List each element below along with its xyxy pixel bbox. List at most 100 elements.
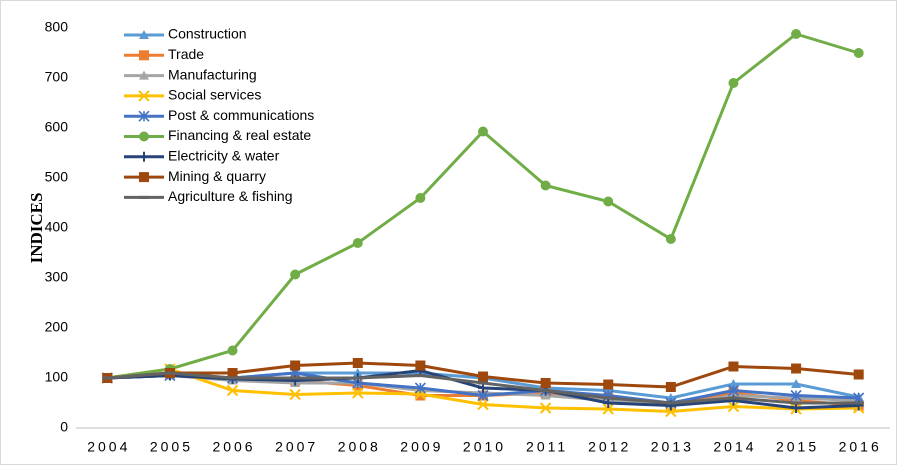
marker-shape (791, 379, 802, 388)
legend-label: Trade (168, 46, 204, 62)
y-tick-label: 0 (60, 419, 68, 435)
marker (478, 371, 488, 382)
marker (414, 382, 426, 394)
marker-shape (603, 196, 614, 207)
legend-label: Mining & quarry (168, 168, 266, 184)
marker-shape (727, 384, 740, 397)
marker (603, 379, 614, 390)
marker (791, 363, 802, 374)
marker-shape (227, 345, 238, 356)
marker-shape (415, 360, 426, 371)
marker-shape (603, 379, 614, 390)
marker-shape (853, 48, 864, 58)
marker-shape (139, 70, 149, 80)
marker-shape (728, 361, 739, 372)
marker-shape (728, 78, 739, 88)
legend-entry: Manufacturing (124, 66, 257, 82)
marker (139, 172, 149, 183)
marker-shape (665, 234, 676, 244)
marker (290, 360, 301, 371)
marker-shape (352, 387, 364, 399)
marker (478, 383, 488, 393)
marker (539, 402, 552, 414)
x-tick-label: 2009 (400, 439, 443, 455)
marker (853, 369, 864, 380)
marker (139, 50, 149, 61)
marker (665, 405, 677, 418)
x-tick-label: 2011 (526, 439, 568, 455)
x-tick-label: 2007 (275, 439, 318, 455)
legend-label: Agriculture & fishing (168, 188, 293, 204)
y-tick-label: 300 (45, 269, 69, 285)
marker-shape (352, 368, 363, 377)
marker (139, 70, 149, 80)
legend-label: Post & communications (168, 107, 314, 123)
marker-shape (139, 131, 149, 142)
marker-shape (138, 90, 150, 102)
marker-shape (603, 398, 614, 408)
marker-shape (727, 400, 740, 413)
marker (540, 180, 551, 191)
marker-shape (290, 269, 301, 280)
x-tick-label: 2006 (212, 439, 255, 455)
marker (415, 193, 426, 203)
marker-shape (352, 358, 363, 368)
marker-shape (289, 388, 301, 401)
marker-shape (226, 384, 239, 397)
y-tick-label: 100 (45, 369, 69, 385)
x-tick-label: 2016 (839, 439, 882, 455)
marker (477, 398, 489, 411)
marker (478, 126, 488, 137)
x-tick-label: 2010 (463, 439, 506, 455)
marker-shape (540, 378, 551, 388)
marker (227, 368, 238, 378)
marker (665, 382, 676, 392)
legend-entry: Construction (124, 26, 247, 42)
marker-shape (138, 110, 150, 122)
legend-label: Social services (168, 87, 261, 103)
marker (728, 379, 739, 388)
marker (139, 30, 149, 39)
marker-shape (791, 29, 802, 39)
marker (289, 388, 301, 401)
marker (791, 379, 802, 388)
y-tick-label: 500 (45, 169, 69, 185)
x-tick-label: 2014 (713, 439, 756, 455)
marker-shape (853, 369, 864, 380)
marker (352, 368, 363, 377)
y-axis-label: INDICES (27, 193, 46, 264)
marker-shape (414, 382, 426, 394)
marker (352, 238, 363, 248)
x-tick-label: 2005 (150, 439, 193, 455)
y-tick-label: 200 (45, 319, 69, 335)
marker-shape (227, 368, 238, 378)
marker (603, 196, 614, 207)
legend-entry: Mining & quarry (124, 168, 266, 184)
marker (791, 29, 802, 39)
marker (603, 398, 614, 408)
marker-shape (791, 403, 802, 413)
marker (139, 151, 149, 162)
marker-shape (665, 405, 677, 418)
marker (290, 269, 301, 280)
marker-shape (665, 382, 676, 392)
marker-shape (539, 402, 552, 414)
legend-entry: Agriculture & fishing (124, 188, 293, 204)
marker-shape (415, 193, 426, 203)
marker-shape (477, 398, 489, 411)
marker-shape (352, 238, 363, 248)
marker (602, 403, 614, 415)
marker (540, 378, 551, 388)
legend-label: Manufacturing (168, 66, 257, 82)
marker-shape (728, 379, 739, 388)
legend-entry: Electricity & water (124, 148, 280, 164)
marker-shape (540, 180, 551, 191)
marker-shape (478, 126, 488, 137)
marker-shape (290, 360, 301, 371)
marker (138, 90, 150, 102)
marker (226, 384, 239, 397)
marker (853, 48, 864, 58)
y-tick-label: 600 (45, 119, 69, 135)
